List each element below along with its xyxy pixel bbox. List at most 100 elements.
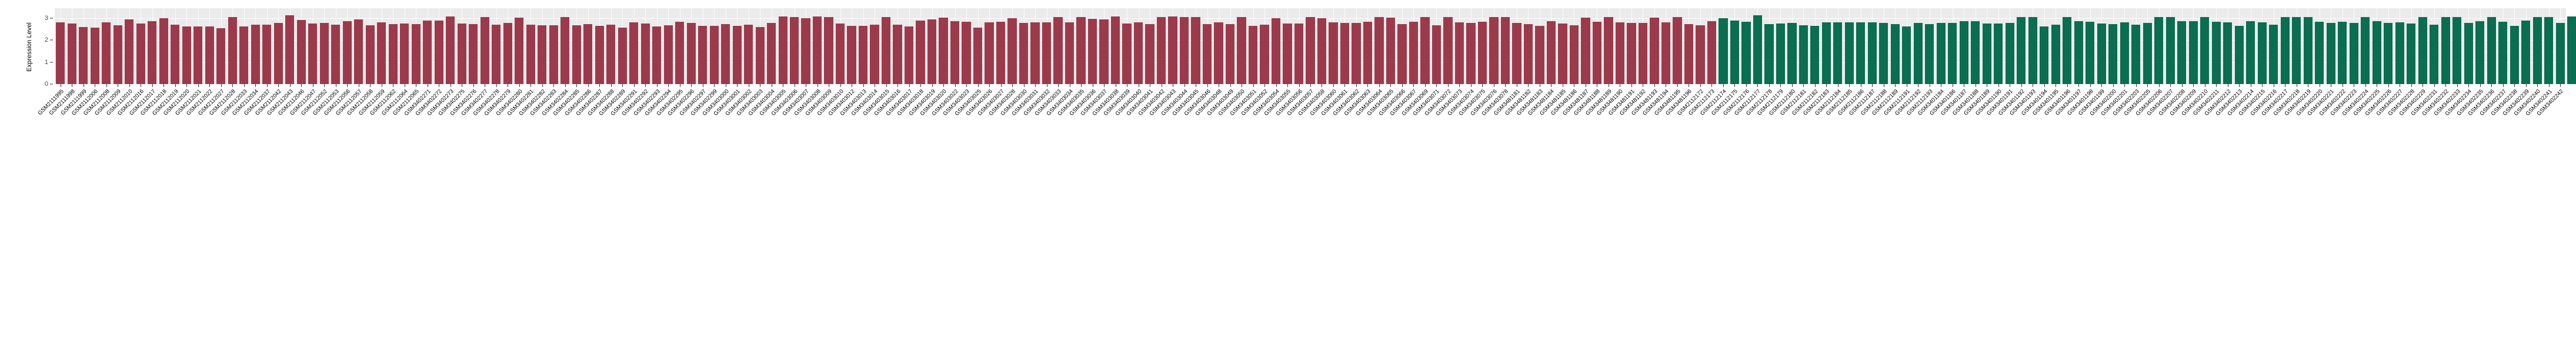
bar xyxy=(2498,21,2508,84)
x-tick-mark xyxy=(2101,84,2103,87)
x-tick-mark xyxy=(1447,84,1449,87)
bar xyxy=(342,21,352,84)
x-tick-mark xyxy=(1356,84,1357,87)
bar xyxy=(56,22,65,84)
bar xyxy=(1283,23,1292,84)
bar xyxy=(503,23,512,84)
bar xyxy=(858,25,868,84)
x-tick-mark xyxy=(1528,84,1529,87)
bar xyxy=(1936,22,1946,84)
bar xyxy=(1638,22,1648,84)
x-tick-mark xyxy=(1791,84,1793,87)
bar xyxy=(1489,16,1499,84)
bar xyxy=(1558,23,1567,84)
bar xyxy=(388,24,398,84)
x-tick-mark xyxy=(1299,84,1300,87)
bar xyxy=(560,16,570,84)
bar xyxy=(881,16,891,84)
x-tick-mark xyxy=(289,84,291,87)
x-tick-mark xyxy=(1826,84,1827,87)
bar xyxy=(148,21,157,84)
x-tick-mark xyxy=(691,84,692,87)
bar xyxy=(950,21,960,84)
bar xyxy=(308,23,318,84)
bar xyxy=(102,22,111,84)
bar xyxy=(2315,21,2324,84)
bar xyxy=(732,25,742,84)
bar xyxy=(1764,24,1774,84)
bar xyxy=(1466,22,1476,84)
bar xyxy=(985,22,994,84)
x-tick-mark xyxy=(622,84,623,87)
bar xyxy=(2108,24,2118,84)
x-tick-mark xyxy=(2090,84,2091,87)
bar xyxy=(377,22,386,84)
bar xyxy=(90,27,99,84)
bar xyxy=(2120,22,2129,84)
x-tick-mark xyxy=(1746,84,1747,87)
bar xyxy=(159,18,168,84)
bar xyxy=(1604,17,1613,84)
bar xyxy=(1007,18,1017,84)
bar xyxy=(492,24,501,84)
y-tick-label: 1 xyxy=(44,58,48,66)
bar xyxy=(1948,23,1957,84)
bar xyxy=(1684,24,1694,84)
bar xyxy=(629,22,639,84)
bar xyxy=(1214,22,1223,84)
bar xyxy=(2234,26,2244,84)
x-tick-mark xyxy=(2113,84,2114,87)
x-tick-mark xyxy=(1803,84,1804,87)
bar xyxy=(2165,16,2175,84)
bar xyxy=(1982,24,1991,84)
bar xyxy=(400,23,409,84)
bar xyxy=(1191,16,1200,84)
bar xyxy=(572,25,581,84)
x-tick-mark xyxy=(1058,84,1059,87)
bar xyxy=(767,22,776,84)
bar xyxy=(1719,18,1728,84)
x-tick-mark xyxy=(1424,84,1426,87)
bar xyxy=(1844,22,1854,84)
x-tick-mark xyxy=(714,84,715,87)
bar xyxy=(778,16,788,84)
x-tick-mark xyxy=(932,84,933,87)
bar xyxy=(870,25,879,84)
x-tick-mark xyxy=(152,84,153,87)
x-tick-mark xyxy=(2525,84,2527,87)
bar xyxy=(67,24,76,84)
x-tick-mark xyxy=(347,84,348,87)
bar xyxy=(469,24,478,84)
bar xyxy=(2475,21,2485,84)
bar xyxy=(789,17,799,84)
x-tick-mark xyxy=(645,84,646,87)
bar xyxy=(1019,22,1029,84)
x-tick-mark xyxy=(1413,84,1414,87)
x-axis-ticks xyxy=(55,84,2566,88)
bar xyxy=(216,28,226,84)
x-tick-mark xyxy=(599,84,600,87)
bar xyxy=(2487,16,2496,84)
x-tick-mark xyxy=(1849,84,1850,87)
bar xyxy=(1707,21,1717,84)
x-tick-mark xyxy=(2548,84,2550,87)
bar xyxy=(1867,22,1877,84)
x-tick-mark xyxy=(1276,84,1277,87)
y-tick-label: 3 xyxy=(44,14,48,22)
x-tick-mark xyxy=(2537,84,2538,87)
x-tick-mark xyxy=(1814,84,1816,87)
x-tick-mark xyxy=(1012,84,1013,87)
x-tick-mark xyxy=(232,84,233,87)
x-tick-mark xyxy=(737,84,738,87)
x-tick-mark xyxy=(266,84,268,87)
bar xyxy=(939,17,948,84)
x-tick-mark xyxy=(2480,84,2481,87)
bar xyxy=(606,25,616,84)
bar xyxy=(549,25,558,84)
bar xyxy=(2040,26,2049,84)
bar xyxy=(1741,21,1751,84)
x-tick-mark xyxy=(588,84,589,87)
bar xyxy=(1592,21,1602,84)
bar xyxy=(1076,17,1086,84)
x-tick-mark xyxy=(1677,84,1678,87)
